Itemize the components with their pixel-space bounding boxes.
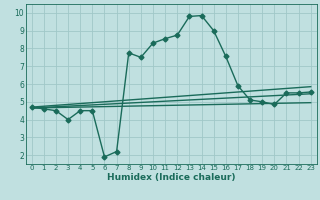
X-axis label: Humidex (Indice chaleur): Humidex (Indice chaleur) <box>107 173 236 182</box>
